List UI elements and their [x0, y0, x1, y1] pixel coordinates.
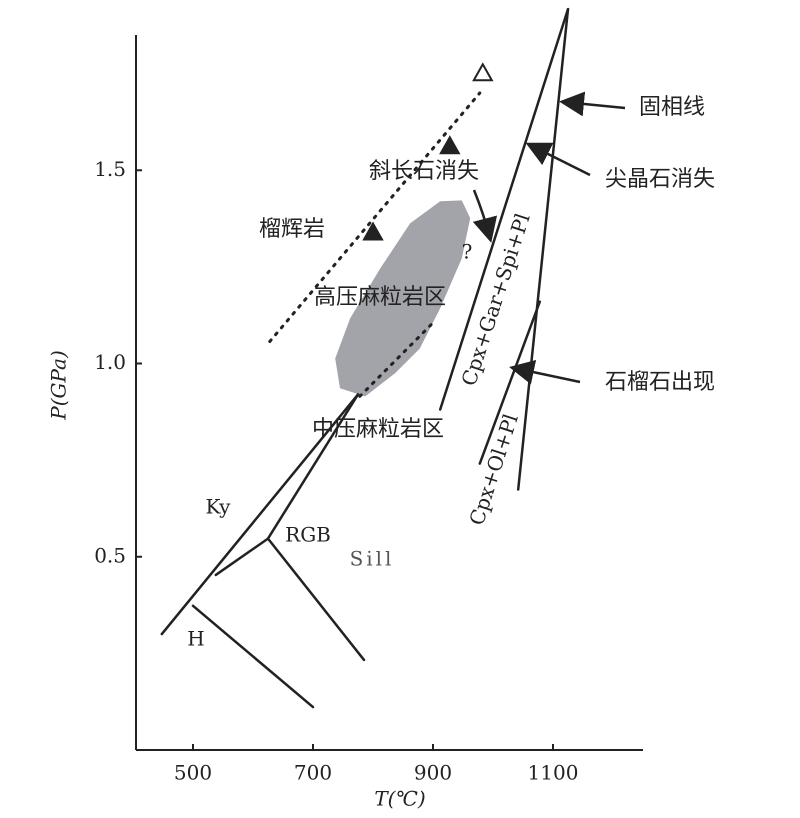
sample-marker: [439, 135, 461, 155]
annotation: Cpx+Ol+Pl: [464, 411, 523, 528]
arrow: [525, 142, 591, 177]
phase-line: [214, 537, 270, 577]
y-tick-label: 1.5: [94, 157, 126, 181]
x-tick-label: 700: [294, 761, 332, 785]
x-tick-label: 500: [174, 761, 212, 785]
annotation: Sill: [350, 547, 395, 571]
y-tick-label: 0.5: [94, 543, 126, 567]
x-tick-label: 1100: [528, 761, 579, 785]
phase-line: [266, 393, 360, 540]
annotation: 石榴石出现: [605, 370, 715, 395]
annotation: H: [187, 627, 204, 651]
sample-marker: [362, 221, 384, 241]
region: [335, 200, 471, 397]
annotation: 固相线: [639, 95, 705, 120]
annotation: Ky: [206, 495, 232, 519]
x-tick-label: 900: [414, 761, 452, 785]
x-axis-label: T(℃): [374, 787, 425, 811]
annotation: 中压麻粒岩区: [312, 417, 444, 442]
arrow: [472, 189, 498, 243]
phase-line: [358, 319, 437, 398]
phase-line: [268, 91, 482, 343]
annotation: 斜长石消失: [369, 159, 479, 184]
arrow: [509, 359, 581, 385]
annotation: 榴辉岩: [259, 217, 325, 242]
phase-line: [516, 7, 570, 491]
annotation: ?: [462, 240, 473, 264]
phase-line: [191, 604, 315, 709]
y-tick-label: 1.0: [94, 350, 126, 374]
y-axis-label: P(GPa): [47, 350, 71, 421]
annotation: 高压麻粒岩区: [314, 285, 446, 310]
sample-marker: [472, 62, 494, 82]
phase-line: [160, 393, 360, 636]
phase-line: [478, 300, 542, 465]
phase-line: [266, 537, 366, 662]
annotation: RGB: [285, 523, 331, 547]
arrow: [559, 91, 626, 117]
annotation: 尖晶石消失: [605, 167, 715, 192]
phase-line: [438, 7, 570, 411]
